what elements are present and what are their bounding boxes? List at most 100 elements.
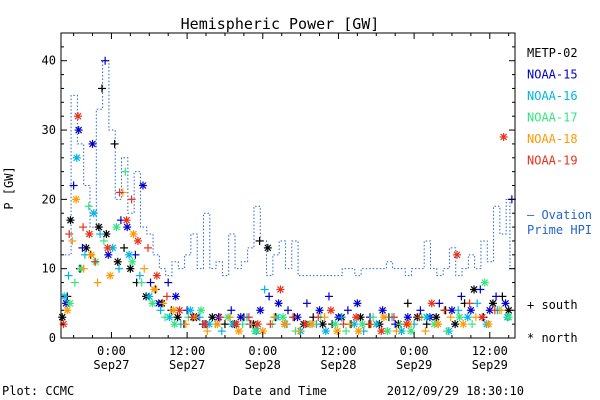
y-tick-label: 0 xyxy=(49,331,56,345)
noaa-19-point-north xyxy=(232,320,241,329)
y-axis-label: P [GW] xyxy=(2,166,16,209)
ovation-hpi-line xyxy=(64,60,515,277)
noaa-17-point-north xyxy=(504,313,513,322)
noaa-17-point-north xyxy=(128,257,137,266)
noaa-17-point-north xyxy=(170,320,179,329)
noaa-19-point-north xyxy=(276,285,285,294)
x-tick-date-label: Sep27 xyxy=(93,358,129,372)
legend-item-noaa-17: NOAA-17 xyxy=(527,111,578,125)
metp-02-point-south xyxy=(97,84,106,93)
noaa-18-point-north xyxy=(333,327,342,336)
noaa-19-point-south xyxy=(314,313,323,322)
legend-marker-south: + south xyxy=(527,298,578,312)
noaa-15-point-north xyxy=(88,139,97,148)
noaa-19-point-north xyxy=(152,271,161,280)
noaa-19-point-south xyxy=(415,313,424,322)
chart-title: Hemispheric Power [GW] xyxy=(181,15,380,33)
noaa-15-point-north xyxy=(466,306,475,315)
noaa-15-point-south xyxy=(101,56,110,65)
noaa-18-point-north xyxy=(129,230,138,239)
noaa-18-point-south xyxy=(140,264,149,273)
noaa-19-point-north xyxy=(253,320,262,329)
footer-right: 2012/09/29 18:30:10 xyxy=(387,384,524,398)
noaa-17-point-south xyxy=(70,278,79,287)
noaa-16-point-north xyxy=(108,243,117,252)
noaa-18-point-north xyxy=(280,320,289,329)
metp-02-point-south xyxy=(110,139,119,148)
noaa-15-point-north xyxy=(403,313,412,322)
noaa-19-point-south xyxy=(465,299,474,308)
noaa-15-point-north xyxy=(236,313,245,322)
noaa-19-point-south xyxy=(144,243,153,252)
noaa-18-point-south xyxy=(295,327,304,336)
noaa-15-point-south xyxy=(324,292,333,301)
metp-02-point-north xyxy=(488,299,497,308)
x-tick-date-label: Sep29 xyxy=(396,358,432,372)
noaa-18-point-north xyxy=(87,250,96,259)
noaa-19-point-north xyxy=(200,320,209,329)
noaa-17-point-south xyxy=(342,327,351,336)
noaa-16-point-south xyxy=(156,306,165,315)
noaa-16-point-south xyxy=(473,299,482,308)
metp-02-point-south xyxy=(403,299,412,308)
noaa-19-point-north xyxy=(122,216,131,225)
metp-02-point-north xyxy=(94,223,103,232)
legend-item-noaa-19: NOAA-19 xyxy=(527,154,578,168)
noaa-19-point-north xyxy=(301,320,310,329)
noaa-19-point-north xyxy=(133,236,142,245)
noaa-18-point-north xyxy=(484,320,493,329)
y-tick-label: 30 xyxy=(42,123,56,137)
legend-item-metp-02: METP-02 xyxy=(527,46,578,60)
noaa-17-point-north xyxy=(383,327,392,336)
noaa-15-point-north xyxy=(485,306,494,315)
noaa-19-point-south xyxy=(162,292,171,301)
noaa-19-point-south xyxy=(65,230,74,239)
noaa-16-point-south xyxy=(64,271,73,280)
noaa-17-point-north xyxy=(480,278,489,287)
noaa-15-point-north xyxy=(138,181,147,190)
noaa-16-point-north xyxy=(60,292,69,301)
noaa-15-point-south xyxy=(302,299,311,308)
noaa-18-point-north xyxy=(213,320,222,329)
x-tick-date-label: Sep28 xyxy=(320,358,356,372)
noaa-17-point-north xyxy=(251,327,260,336)
noaa-19-point-north xyxy=(499,132,508,141)
y-tick-label: 10 xyxy=(42,262,56,276)
plot-border xyxy=(60,32,516,339)
noaa-18-point-north xyxy=(63,306,72,315)
noaa-17-point-north xyxy=(112,223,121,232)
noaa-15-point-south xyxy=(265,292,274,301)
x-tick-time-label: 12:00 xyxy=(472,344,508,358)
noaa-15-point-north xyxy=(378,306,387,315)
noaa-19-point-south xyxy=(244,313,253,322)
metp-02-point-north xyxy=(66,216,75,225)
noaa-19-point-north xyxy=(452,250,461,259)
metp-02-point-south xyxy=(422,320,431,329)
noaa-16-point-south xyxy=(217,327,226,336)
noaa-19-point-north xyxy=(74,112,83,121)
noaa-18-point-north xyxy=(354,327,363,336)
noaa-16-point-south xyxy=(454,306,463,315)
noaa-19-point-north xyxy=(427,299,436,308)
noaa-19-point-south xyxy=(389,313,398,322)
noaa-19-point-south xyxy=(289,313,298,322)
noaa-16-point-north xyxy=(89,209,98,218)
noaa-18-point-south xyxy=(225,313,234,322)
x-tick-date-label: Sep29 xyxy=(472,358,508,372)
noaa-19-point-north xyxy=(377,327,386,336)
ovation-legend-label-2: Prime HPI xyxy=(527,223,592,237)
noaa-16-point-south xyxy=(337,313,346,322)
noaa-16-point-south xyxy=(135,271,144,280)
noaa-17-point-north xyxy=(148,299,157,308)
metp-02-point-north xyxy=(263,243,272,252)
x-tick-date-label: Sep27 xyxy=(169,358,205,372)
plot-frame xyxy=(60,32,516,339)
noaa-19-point-south xyxy=(490,306,499,315)
metp-02-point-north xyxy=(504,306,513,315)
noaa-15-point-south xyxy=(435,299,444,308)
noaa-17-point-north xyxy=(278,313,287,322)
noaa-16-point-north xyxy=(72,153,81,162)
noaa-15-point-south xyxy=(146,278,155,287)
noaa-18-point-south xyxy=(421,327,430,336)
